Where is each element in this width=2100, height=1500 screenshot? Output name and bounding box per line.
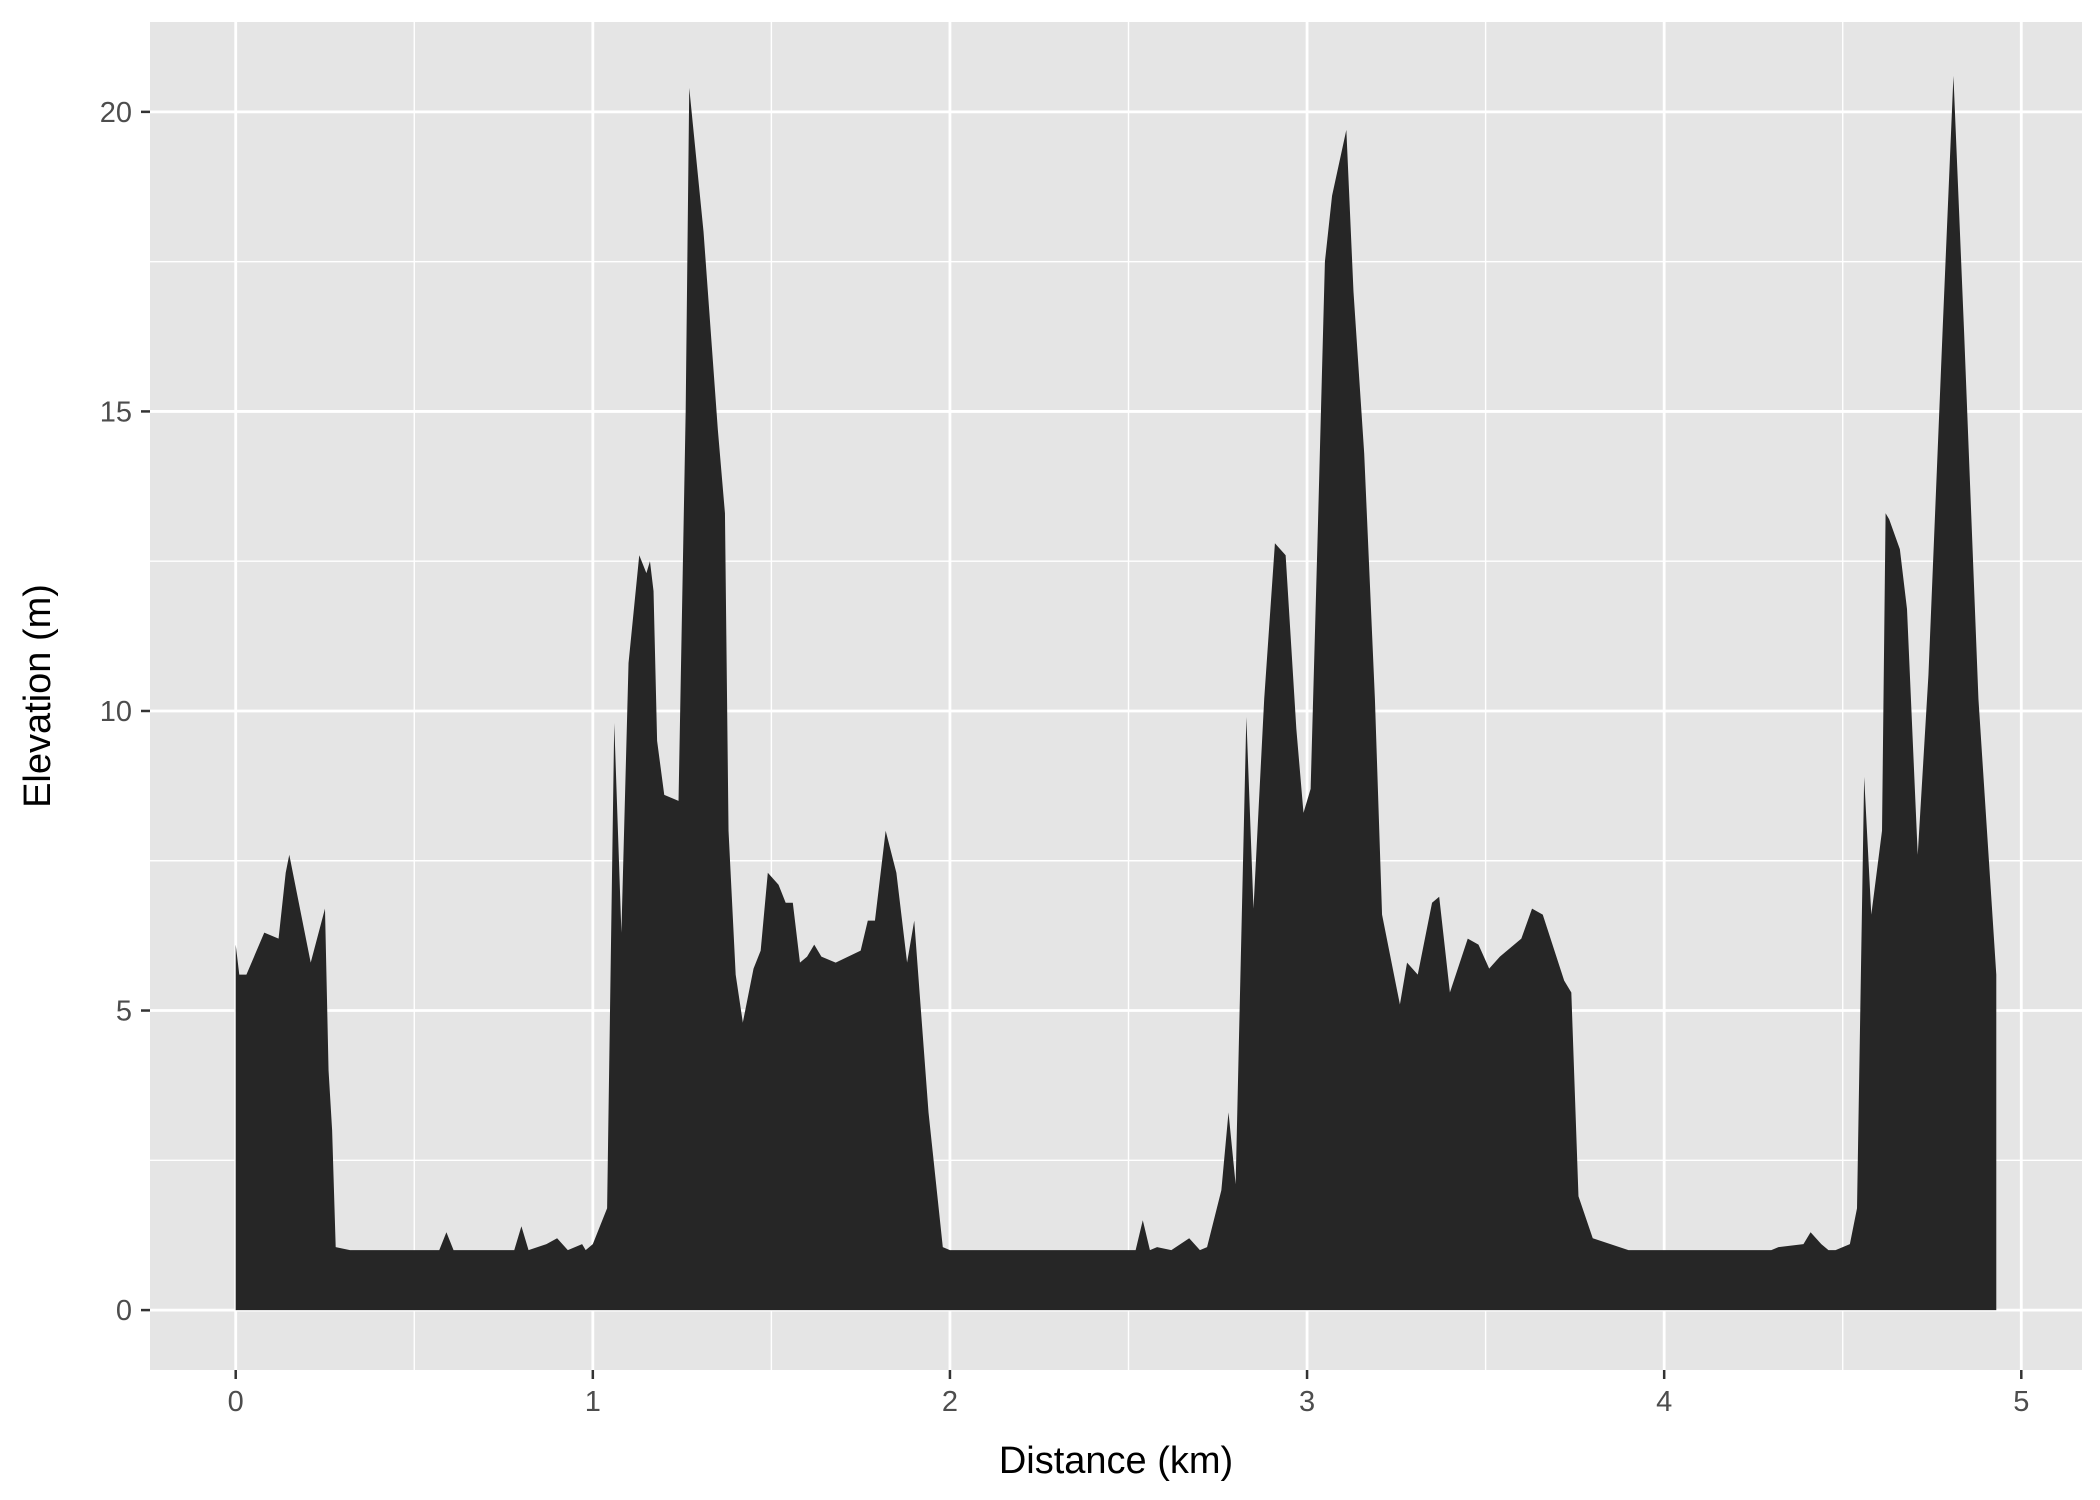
y-tick-label: 10 [100, 696, 132, 728]
area-layer [235, 75, 1997, 1311]
plot-panel [150, 22, 2082, 1370]
x-axis-tick-labels: 0 1 2 3 4 5 [228, 1386, 2030, 1418]
y-axis-tick-labels: 0 5 10 15 20 [100, 97, 132, 1327]
y-tick-label: 15 [100, 396, 132, 428]
y-tick-label: 20 [100, 97, 132, 129]
axis-ticks [141, 110, 2023, 1379]
y-axis-title: Elevation (m) [17, 584, 59, 808]
x-tick-label: 3 [1299, 1386, 1315, 1418]
x-axis-title: Distance (km) [999, 1440, 1233, 1482]
x-tick-label: 2 [942, 1386, 958, 1418]
x-tick-label: 4 [1656, 1386, 1672, 1418]
minor-gridlines [150, 22, 2082, 1370]
elevation-area [235, 75, 1997, 1311]
x-tick-label: 0 [228, 1386, 244, 1418]
y-tick-label: 0 [116, 1295, 132, 1327]
y-tick-label: 5 [116, 996, 132, 1028]
x-tick-label: 1 [585, 1386, 601, 1418]
x-tick-label: 5 [2013, 1386, 2029, 1418]
